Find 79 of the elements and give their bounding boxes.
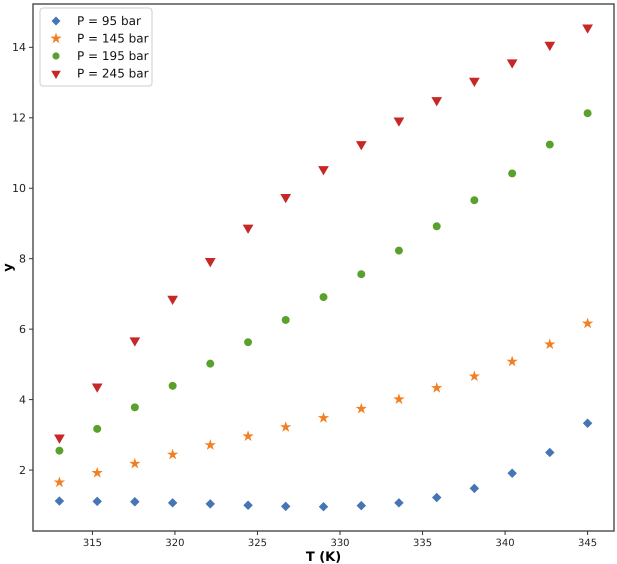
point [582,24,593,34]
point [357,270,366,278]
point [55,446,64,455]
legend-label: P = 245 bar [77,66,149,81]
point [506,356,518,366]
point [129,337,140,347]
point [204,258,216,268]
point [280,421,292,432]
y-tick-label: 4 [19,393,26,406]
point [168,382,177,390]
point [393,393,405,404]
point [432,222,441,230]
point [584,109,592,118]
point [468,370,480,382]
y-tick-label: 14 [12,41,26,54]
point [318,412,330,423]
point [468,78,480,87]
point [130,403,139,412]
x-tick-label: 320 [165,538,184,549]
point [166,448,178,460]
point [92,496,102,506]
point [168,498,178,508]
point [54,476,66,488]
x-tick-label: 315 [82,538,102,549]
point [243,500,253,510]
x-tick-label: 325 [248,538,268,549]
point [394,498,404,508]
point [282,316,290,324]
x-tick-label: 330 [330,538,350,549]
point [507,468,517,478]
point [508,169,516,178]
point [506,59,518,69]
point [242,430,254,442]
point [129,458,141,469]
x-tick-label: 340 [496,538,515,549]
y-tick-label: 12 [12,112,26,125]
legend-label: P = 145 bar [77,32,149,46]
point [93,424,102,433]
point [544,338,556,350]
point [431,97,442,106]
point [356,500,366,510]
point [242,224,254,234]
y-tick-label: 2 [19,464,26,477]
point [394,118,404,127]
point [280,502,290,512]
y-tick-label: 6 [19,323,26,336]
point [470,196,478,204]
point [167,296,178,306]
x-tick-label: 335 [412,538,432,549]
point [320,293,328,302]
point [432,492,442,502]
y-tick-label: 10 [12,182,26,196]
point [470,484,480,494]
point [544,42,556,52]
x-axis-title: T (K) [306,550,342,564]
point [92,383,103,393]
point [431,382,442,393]
y-axis-title: y [1,262,16,272]
point [582,318,594,328]
y-tick-label: 8 [19,252,26,266]
point [206,360,214,368]
point [356,141,367,150]
point [280,194,292,204]
point [204,439,216,450]
point [582,418,592,428]
point [244,338,252,346]
point [92,466,103,478]
point [545,448,555,458]
point [394,246,403,255]
legend-label: P = 195 bar [77,49,149,64]
point [54,496,64,506]
point [546,140,554,149]
x-tick-label: 345 [578,538,598,549]
point [318,166,329,176]
point [206,499,216,509]
point [130,497,140,507]
point [356,402,367,414]
point [318,502,328,512]
legend-label: P = 95 bar [77,14,141,28]
